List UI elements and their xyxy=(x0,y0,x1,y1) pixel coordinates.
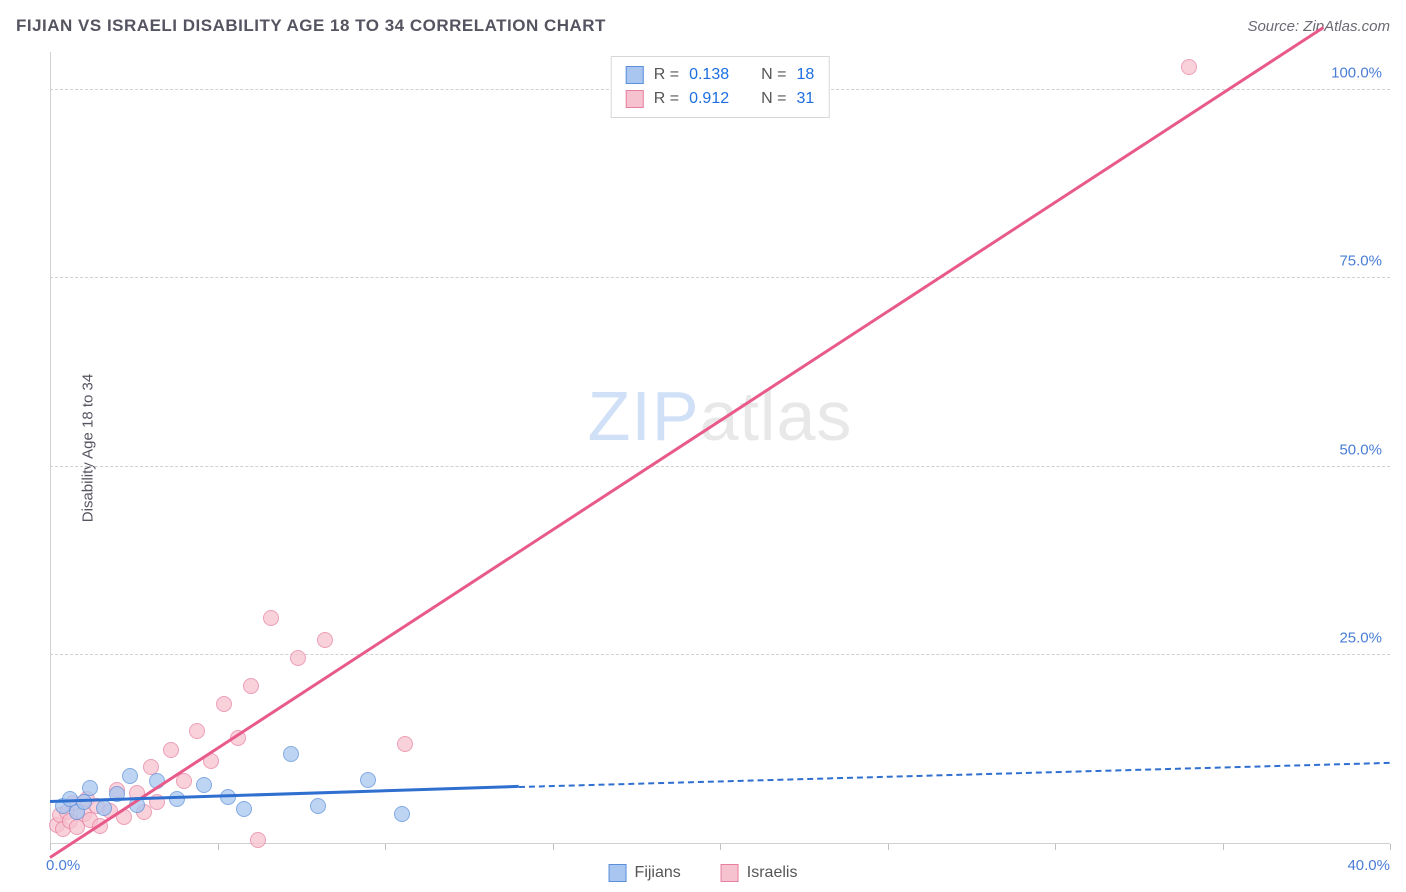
plot-region: ZIPatlas R = 0.138 N = 18 R = 0.912 N = … xyxy=(50,52,1390,844)
x-tick xyxy=(385,844,386,850)
r-value-israelis: 0.912 xyxy=(689,87,729,111)
n-label: N = xyxy=(761,63,786,87)
point-israelis xyxy=(397,736,413,752)
n-value-fijians: 18 xyxy=(796,63,814,87)
regression-extrapolation xyxy=(519,762,1390,788)
point-fijians xyxy=(82,780,98,796)
x-tick xyxy=(553,844,554,850)
x-tick xyxy=(1390,844,1391,850)
swatch-israelis xyxy=(721,864,739,882)
point-israelis xyxy=(163,742,179,758)
r-label: R = xyxy=(654,63,679,87)
n-value-israelis: 31 xyxy=(796,87,814,111)
y-tick-label: 75.0% xyxy=(1339,253,1382,270)
y-tick-label: 50.0% xyxy=(1339,441,1382,458)
x-tick xyxy=(50,844,51,850)
point-israelis xyxy=(243,678,259,694)
x-tick xyxy=(720,844,721,850)
gridline xyxy=(50,277,1390,278)
gridline xyxy=(50,466,1390,467)
r-value-fijians: 0.138 xyxy=(689,63,729,87)
swatch-israelis xyxy=(626,90,644,108)
legend-row-israelis: R = 0.912 N = 31 xyxy=(626,87,815,111)
legend-row-fijians: R = 0.138 N = 18 xyxy=(626,63,815,87)
point-fijians xyxy=(236,801,252,817)
y-axis xyxy=(50,52,51,844)
point-fijians xyxy=(360,772,376,788)
x-tick xyxy=(1055,844,1056,850)
swatch-fijians xyxy=(609,864,627,882)
y-tick-label: 100.0% xyxy=(1331,64,1382,81)
legend-item-fijians: Fijians xyxy=(609,864,681,882)
point-israelis xyxy=(250,832,266,848)
swatch-fijians xyxy=(626,66,644,84)
series-legend: Fijians Israelis xyxy=(609,864,798,882)
x-tick-min: 0.0% xyxy=(46,857,80,874)
r-label: R = xyxy=(654,87,679,111)
point-fijians xyxy=(122,768,138,784)
point-israelis xyxy=(189,723,205,739)
y-tick-label: 25.0% xyxy=(1339,630,1382,647)
x-tick xyxy=(218,844,219,850)
point-fijians xyxy=(196,777,212,793)
watermark: ZIPatlas xyxy=(588,376,853,456)
point-fijians xyxy=(394,806,410,822)
point-fijians xyxy=(310,798,326,814)
regression-line xyxy=(49,27,1324,859)
chart-title: FIJIAN VS ISRAELI DISABILITY AGE 18 TO 3… xyxy=(16,16,606,36)
point-fijians xyxy=(96,800,112,816)
point-israelis xyxy=(1181,59,1197,75)
point-israelis xyxy=(317,632,333,648)
point-fijians xyxy=(283,746,299,762)
x-tick-max: 40.0% xyxy=(1347,857,1390,874)
source-attribution: Source: ZipAtlas.com xyxy=(1247,18,1390,35)
gridline xyxy=(50,654,1390,655)
point-israelis xyxy=(290,650,306,666)
correlation-legend: R = 0.138 N = 18 R = 0.912 N = 31 xyxy=(611,56,830,118)
chart-area: Disability Age 18 to 34 ZIPatlas R = 0.1… xyxy=(50,52,1390,844)
x-tick xyxy=(1223,844,1224,850)
point-israelis xyxy=(216,696,232,712)
point-israelis xyxy=(263,610,279,626)
legend-label-fijians: Fijians xyxy=(635,864,681,882)
legend-label-israelis: Israelis xyxy=(747,864,798,882)
x-tick xyxy=(888,844,889,850)
legend-item-israelis: Israelis xyxy=(721,864,798,882)
n-label: N = xyxy=(761,87,786,111)
